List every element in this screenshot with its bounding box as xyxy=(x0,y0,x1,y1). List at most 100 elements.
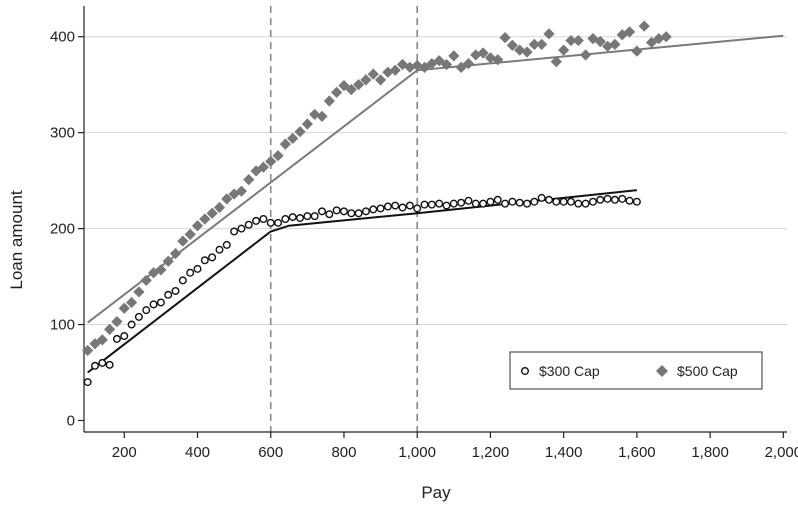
data-point-500-cap xyxy=(521,46,533,58)
data-point-300-cap xyxy=(376,204,385,213)
x-tick-label: 200 xyxy=(112,444,137,461)
data-point-500-cap xyxy=(169,247,182,260)
data-point-300-cap xyxy=(134,312,143,321)
data-point-300-cap xyxy=(142,306,151,315)
data-point-500-cap xyxy=(580,49,592,61)
fit-line-500-cap xyxy=(87,34,784,324)
data-point-300-cap xyxy=(193,264,202,273)
data-point-300-cap xyxy=(288,213,297,222)
axes xyxy=(83,6,787,433)
data-point-300-cap xyxy=(164,290,173,299)
data-point-500-cap xyxy=(426,57,438,70)
data-point-500-cap xyxy=(565,34,577,47)
data-point-300-cap xyxy=(332,206,341,215)
data-point-300-cap xyxy=(420,200,429,209)
data-point-500-cap xyxy=(301,118,313,130)
legend-label-300-cap: $300 Cap xyxy=(539,363,600,379)
data-point-300-cap xyxy=(127,320,136,329)
data-point-300-cap xyxy=(296,214,305,223)
data-point-500-cap xyxy=(257,161,270,173)
data-point-500-cap xyxy=(543,28,555,40)
data-point-300-cap xyxy=(545,195,554,204)
data-point-300-cap xyxy=(537,193,546,202)
data-point-500-cap xyxy=(250,165,262,177)
data-point-300-cap xyxy=(120,332,129,341)
y-tick-label: 300 xyxy=(50,125,75,142)
data-point-500-cap xyxy=(177,235,189,247)
data-point-500-cap xyxy=(125,296,138,309)
data-points xyxy=(82,20,672,387)
data-point-500-cap xyxy=(470,49,482,61)
data-point-500-cap xyxy=(111,316,123,328)
data-point-300-cap xyxy=(427,200,436,209)
data-point-300-cap xyxy=(581,199,590,208)
legend-box xyxy=(509,351,763,390)
data-point-300-cap xyxy=(303,212,312,221)
data-point-300-cap xyxy=(347,209,356,218)
data-point-500-cap xyxy=(477,47,489,59)
data-point-500-cap xyxy=(323,95,335,107)
grid-lines xyxy=(84,36,787,326)
data-point-300-cap xyxy=(530,197,539,206)
data-point-500-cap xyxy=(462,57,475,70)
data-point-500-cap xyxy=(162,255,174,267)
x-tick-label: 2,000 xyxy=(765,444,798,461)
data-point-300-cap xyxy=(281,214,290,223)
y-axis-title: Loan amount xyxy=(7,190,26,290)
data-point-300-cap xyxy=(610,195,619,204)
data-point-300-cap xyxy=(398,203,407,212)
data-point-500-cap xyxy=(440,58,453,71)
data-point-500-cap xyxy=(528,38,540,50)
data-point-300-cap xyxy=(83,378,92,387)
data-point-500-cap xyxy=(206,207,218,219)
data-point-300-cap xyxy=(552,197,561,206)
data-point-500-cap xyxy=(653,33,665,45)
data-point-300-cap xyxy=(317,207,326,216)
legend-label-500-cap: $500 Cap xyxy=(677,363,738,379)
data-point-300-cap xyxy=(266,218,275,227)
data-point-300-cap xyxy=(449,199,458,208)
data-point-300-cap xyxy=(559,197,568,206)
data-point-300-cap xyxy=(222,240,231,249)
data-point-500-cap xyxy=(243,174,255,186)
data-point-300-cap xyxy=(339,207,348,216)
data-point-300-cap xyxy=(178,276,187,285)
data-point-500-cap xyxy=(550,56,562,68)
data-point-500-cap xyxy=(587,33,599,45)
data-point-300-cap xyxy=(310,212,319,221)
data-point-500-cap xyxy=(221,193,233,205)
data-point-300-cap xyxy=(274,218,283,227)
data-point-300-cap xyxy=(479,199,488,208)
data-point-300-cap xyxy=(435,199,444,208)
data-point-500-cap xyxy=(601,40,614,52)
data-point-300-cap xyxy=(515,198,524,207)
data-point-300-cap xyxy=(405,201,414,210)
data-point-500-cap xyxy=(265,155,277,168)
data-point-300-cap xyxy=(208,253,217,262)
data-point-300-cap xyxy=(603,194,612,203)
data-point-500-cap xyxy=(499,32,511,44)
data-point-300-cap xyxy=(471,199,480,208)
data-point-300-cap xyxy=(200,256,209,265)
data-point-500-cap xyxy=(287,132,299,145)
data-point-500-cap xyxy=(133,286,145,298)
data-point-500-cap xyxy=(638,20,650,32)
data-point-300-cap xyxy=(464,196,473,205)
x-tick-label: 800 xyxy=(331,444,356,461)
data-point-500-cap xyxy=(96,334,108,346)
data-point-300-cap xyxy=(493,195,502,204)
data-point-300-cap xyxy=(252,216,261,225)
data-point-500-cap xyxy=(155,264,167,276)
data-point-500-cap xyxy=(645,36,658,49)
data-point-300-cap xyxy=(105,360,114,369)
data-point-300-cap xyxy=(383,202,392,211)
data-point-300-cap xyxy=(112,334,121,343)
data-point-500-cap xyxy=(82,344,94,357)
data-point-500-cap xyxy=(191,220,204,232)
data-point-500-cap xyxy=(316,110,328,122)
data-point-300-cap xyxy=(625,196,634,205)
x-tick-label: 1,200 xyxy=(472,444,510,461)
data-point-500-cap xyxy=(374,74,387,86)
data-point-300-cap xyxy=(457,198,466,207)
